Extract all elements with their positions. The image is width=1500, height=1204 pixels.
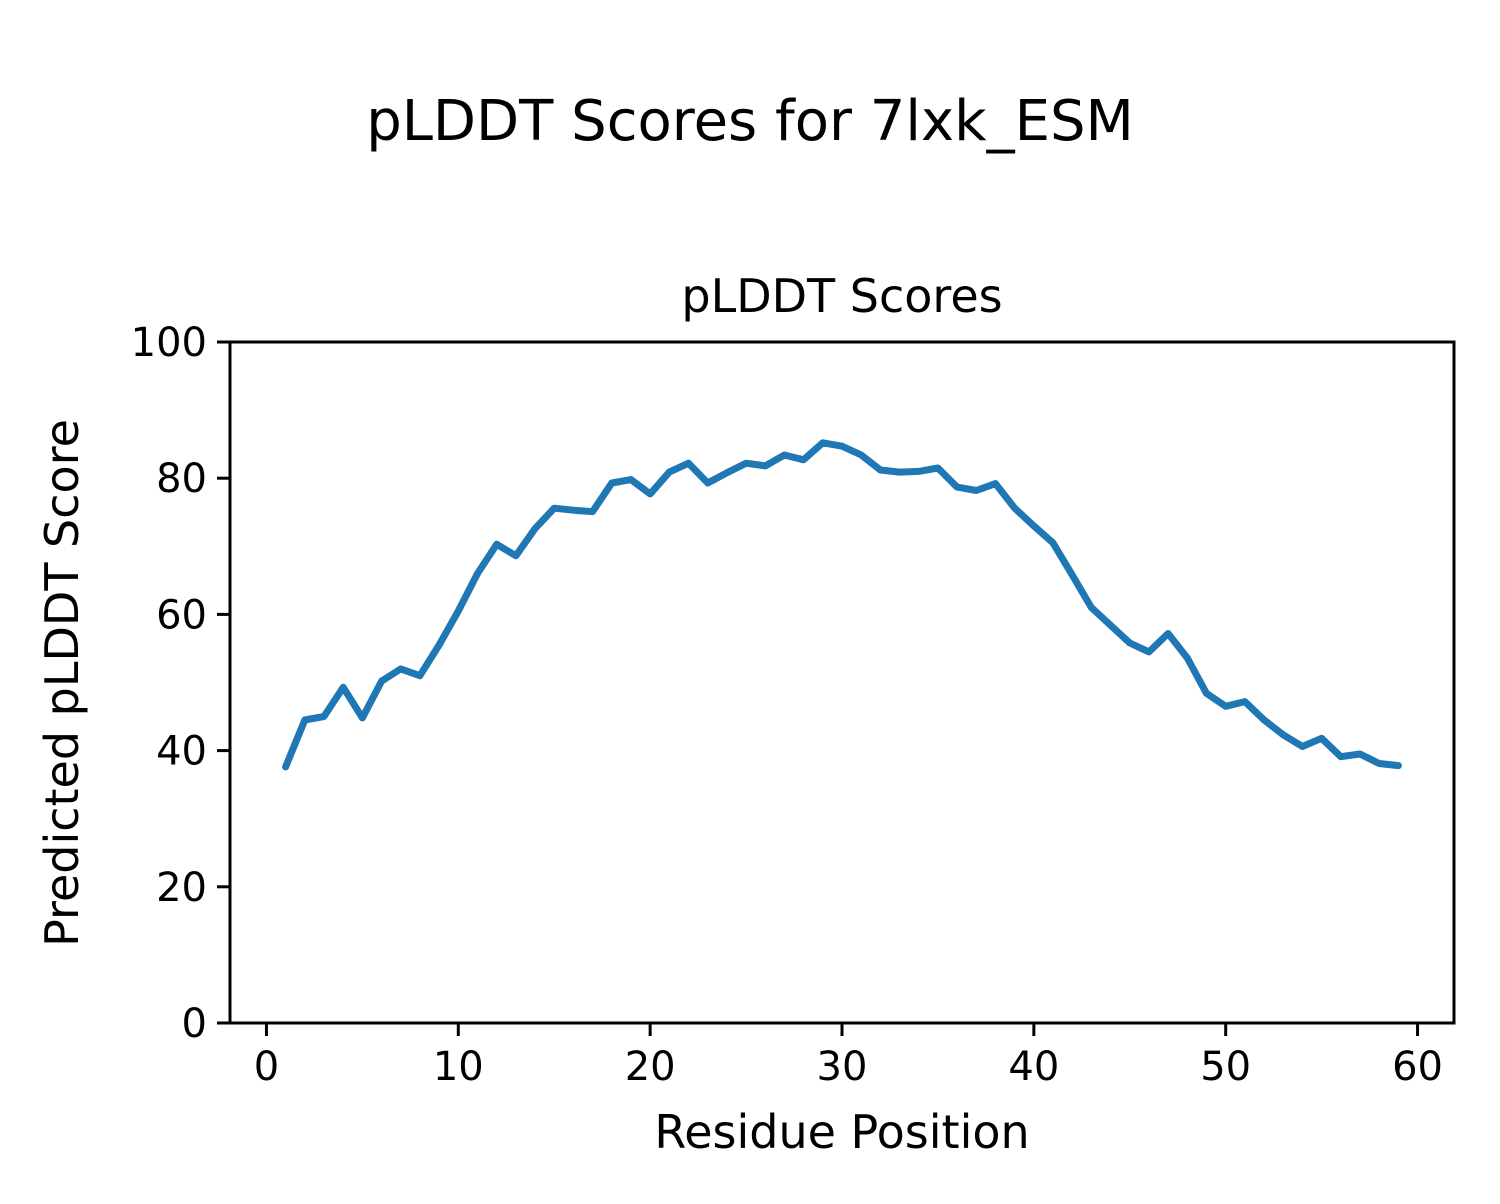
x-tick-label: 50 (1200, 1044, 1251, 1090)
chart-title: pLDDT Scores (681, 269, 1002, 323)
y-tick-label: 60 (156, 592, 207, 638)
y-tick-label: 80 (156, 456, 207, 502)
x-tick-label: 0 (254, 1044, 279, 1090)
x-axis-ticks: 0 10 20 30 40 50 60 (254, 1023, 1443, 1090)
x-tick-label: 30 (817, 1044, 868, 1090)
x-tick-label: 60 (1392, 1044, 1443, 1090)
y-tick-label: 100 (131, 320, 207, 366)
y-axis-label: Predicted pLDDT Score (35, 419, 89, 947)
x-tick-label: 40 (1008, 1044, 1059, 1090)
x-tick-label: 10 (433, 1044, 484, 1090)
y-tick-label: 20 (156, 865, 207, 911)
y-axis-ticks: 0 20 40 60 80 100 (131, 320, 230, 1047)
x-tick-label: 20 (625, 1044, 676, 1090)
y-tick-label: 0 (182, 1001, 207, 1047)
y-tick-label: 40 (156, 729, 207, 775)
plddt-data-line (282, 439, 1402, 771)
x-axis-label: Residue Position (654, 1105, 1029, 1159)
figure-title: pLDDT Scores for 7lxk_ESM (366, 89, 1134, 154)
